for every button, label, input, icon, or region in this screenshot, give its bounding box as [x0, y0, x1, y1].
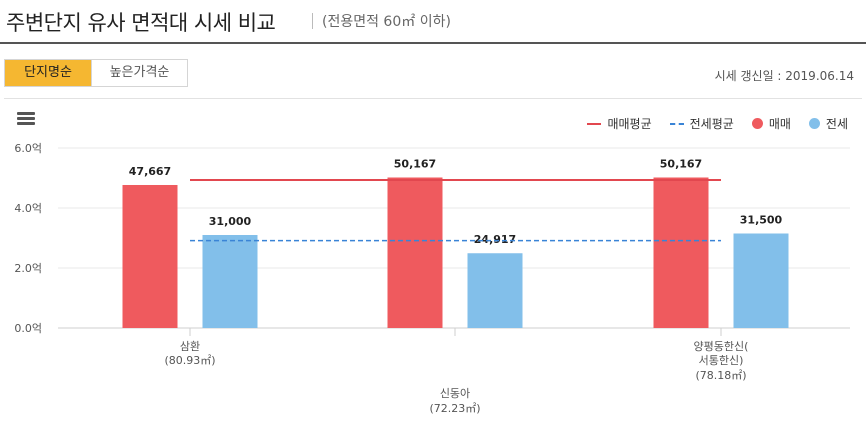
tab-sort-by-price[interactable]: 높은가격순 [91, 60, 187, 86]
data-label-jeonse-0: 31,000 [209, 215, 252, 228]
bar-sale-2 [653, 177, 709, 328]
page-subtitle: (전용면적 60㎡ 이하) [322, 14, 451, 30]
legend-jeonse-label: 전세 [825, 117, 848, 131]
bar-sale-1 [387, 177, 443, 328]
page-header: 주변단지 유사 면적대 시세 비교 (전용면적 60㎡ 이하) [0, 0, 866, 44]
y-tick-label-0: 0.0억 [14, 322, 42, 335]
data-label-jeonse-2: 31,500 [740, 214, 783, 227]
x-category-area-1: (72.23㎡) [429, 402, 480, 415]
sort-tabs: 단지명순 높은가격순 [4, 59, 188, 87]
tab-sort-by-name[interactable]: 단지명순 [5, 60, 91, 86]
x-category-area-0: (80.93㎡) [164, 354, 215, 367]
data-label-sale-2: 50,167 [660, 157, 702, 170]
chart-legend: 매매평균 전세평균 매매 전세 [569, 115, 848, 132]
legend-jeonse-avg-line-icon [669, 122, 684, 125]
y-tick-label-1: 2.0억 [14, 262, 42, 275]
x-category-label-2-line2: 서통한신) [699, 354, 744, 367]
legend-jeonse-dot-icon [808, 118, 820, 129]
legend-sale-avg[interactable]: 매매평균 [587, 115, 652, 132]
legend-jeonse-avg-label: 전세평균 [689, 117, 734, 131]
data-label-sale-0: 47,667 [129, 165, 171, 178]
x-category-label-1: 신동아 [440, 387, 470, 400]
data-label-jeonse-1: 24,917 [474, 233, 516, 246]
y-tick-label-3: 6.0억 [14, 142, 42, 155]
legend-sale-label: 매매 [768, 117, 791, 131]
x-category-label-0: 삼환 [180, 340, 200, 353]
legend-jeonse[interactable]: 전세 [808, 115, 848, 132]
update-date: 시세 갱신일 : 2019.06.14 [714, 69, 854, 83]
page-title: 주변단지 유사 면적대 시세 비교 [6, 11, 276, 35]
y-tick-label-2: 4.0억 [14, 202, 42, 215]
legend-sale-avg-label: 매매평균 [607, 117, 652, 131]
bar-sale-0 [122, 184, 178, 328]
chart-frame [4, 98, 862, 420]
legend-sale[interactable]: 매매 [751, 115, 791, 132]
data-label-sale-1: 50,167 [394, 157, 436, 170]
legend-sale-dot-icon [751, 118, 763, 129]
x-category-area-2: (78.18㎡) [695, 369, 746, 382]
legend-sale-avg-line-icon [587, 122, 602, 125]
title-separator [312, 13, 313, 29]
bar-jeonse-0 [202, 235, 258, 328]
bar-jeonse-1 [467, 253, 523, 328]
hamburger-menu-icon[interactable] [17, 112, 35, 126]
legend-jeonse-avg[interactable]: 전세평균 [669, 115, 734, 132]
bar-jeonse-2 [733, 233, 789, 328]
x-category-label-2-line1: 양평동한신( [694, 340, 749, 353]
